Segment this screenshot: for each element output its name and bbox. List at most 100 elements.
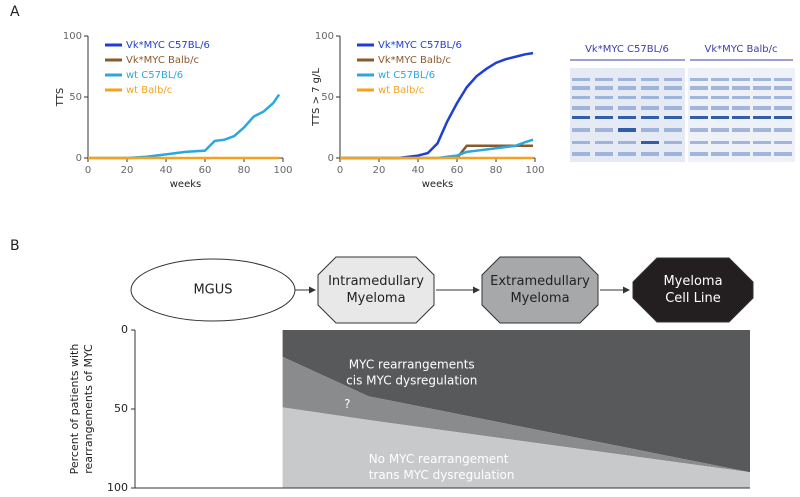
gel-band xyxy=(711,152,729,156)
gel-band xyxy=(664,116,682,119)
gel-band xyxy=(690,116,708,119)
y-tick-label: 50 xyxy=(321,92,334,103)
x-tick-label: 20 xyxy=(121,165,134,176)
stage-label: Intramedullary xyxy=(328,274,424,289)
legend-label: Vk*MYC C57BL/6 xyxy=(126,40,210,51)
gel-band xyxy=(618,116,636,119)
gel-band xyxy=(732,128,750,132)
gel-band xyxy=(664,128,682,132)
legend-label: Vk*MYC C57BL/6 xyxy=(378,40,462,51)
gel-band xyxy=(641,128,659,132)
legend-label: wt Balb/c xyxy=(126,85,172,96)
stage-shape xyxy=(317,256,435,324)
stage-label: Myeloma xyxy=(663,274,722,289)
gel-band xyxy=(774,152,792,156)
gel-band xyxy=(774,96,792,99)
gel-band xyxy=(664,96,682,99)
arrow-head xyxy=(473,286,480,294)
gel-band xyxy=(641,96,659,99)
stage-label: Cell Line xyxy=(665,291,721,306)
gel-band xyxy=(572,152,590,156)
gel-band xyxy=(774,128,792,132)
gel-band xyxy=(774,106,792,110)
x-tick-label: 100 xyxy=(273,165,292,176)
gel-band xyxy=(690,96,708,99)
gel-band xyxy=(572,78,590,81)
gel-band xyxy=(732,116,750,119)
gel-band xyxy=(641,86,659,90)
line-series xyxy=(88,93,281,160)
gel-band xyxy=(618,141,636,144)
x-tick-label: 40 xyxy=(412,165,425,176)
gel-band xyxy=(711,106,729,110)
gel-band xyxy=(595,78,613,81)
gel-band xyxy=(595,141,613,144)
gel-band xyxy=(595,86,613,90)
gel-band xyxy=(572,141,590,144)
x-tick-label: 20 xyxy=(373,165,386,176)
y-tick-label: 0 xyxy=(76,153,82,164)
legend-label: wt Balb/c xyxy=(378,85,424,96)
gel-band xyxy=(753,152,771,156)
x-tick-label: 40 xyxy=(160,165,173,176)
stage-label: Myeloma xyxy=(510,291,569,306)
area-label: ? xyxy=(344,397,350,411)
gel-band xyxy=(690,106,708,110)
panel-label: A xyxy=(10,4,20,20)
gel-band xyxy=(690,78,708,81)
gel-band xyxy=(618,128,636,132)
gel-band xyxy=(595,106,613,110)
gel-band xyxy=(711,78,729,81)
y-tick-label: 100 xyxy=(315,31,334,42)
gel-band xyxy=(595,116,613,119)
stage-label: Extramedullary xyxy=(490,274,590,289)
gel-band xyxy=(753,141,771,144)
gel-band xyxy=(753,96,771,99)
gel-band xyxy=(711,86,729,90)
gel-band xyxy=(641,116,659,119)
gel-band xyxy=(753,116,771,119)
area-label: No MYC rearrangement xyxy=(369,452,509,466)
gel-label: Vk*MYC C57BL/6 xyxy=(585,44,669,55)
stage-label: Myeloma xyxy=(346,291,405,306)
gel-band xyxy=(711,116,729,119)
gel-band xyxy=(641,152,659,156)
gel-band xyxy=(618,78,636,81)
line-series xyxy=(340,51,534,160)
x-axis-label: weeks xyxy=(170,179,201,190)
gel-band xyxy=(732,86,750,90)
gel-band xyxy=(664,152,682,156)
line-series xyxy=(456,144,534,159)
y-tick-label: 100 xyxy=(107,481,128,493)
stage-shape xyxy=(130,258,296,322)
gel-band xyxy=(732,96,750,99)
gel-band xyxy=(618,106,636,110)
gel-band xyxy=(732,152,750,156)
gel-band xyxy=(774,86,792,90)
area-label: MYC rearrangements xyxy=(349,357,475,371)
y-tick-label: 0 xyxy=(121,323,128,336)
gel-band xyxy=(753,78,771,81)
stage-label: MGUS xyxy=(193,283,232,298)
gel-band xyxy=(572,128,590,132)
area-series xyxy=(282,330,750,473)
gel-band xyxy=(618,86,636,90)
area-series xyxy=(282,407,750,488)
gel-band xyxy=(753,86,771,90)
gel-band xyxy=(641,78,659,81)
gel-band xyxy=(595,152,613,156)
gel-band xyxy=(774,141,792,144)
gel-band xyxy=(595,96,613,99)
area-label: trans MYC dysregulation xyxy=(369,468,515,482)
gel-band xyxy=(774,116,792,119)
x-tick-label: 100 xyxy=(525,165,544,176)
x-axis-label: weeks xyxy=(422,179,453,190)
gel-band xyxy=(690,141,708,144)
stage-shape xyxy=(481,256,599,324)
legend-label: wt C57BL/6 xyxy=(378,70,435,81)
gel-band xyxy=(664,141,682,144)
y-tick-label: 100 xyxy=(63,31,82,42)
y-axis-label: TTS > 7 g/L xyxy=(311,68,322,127)
